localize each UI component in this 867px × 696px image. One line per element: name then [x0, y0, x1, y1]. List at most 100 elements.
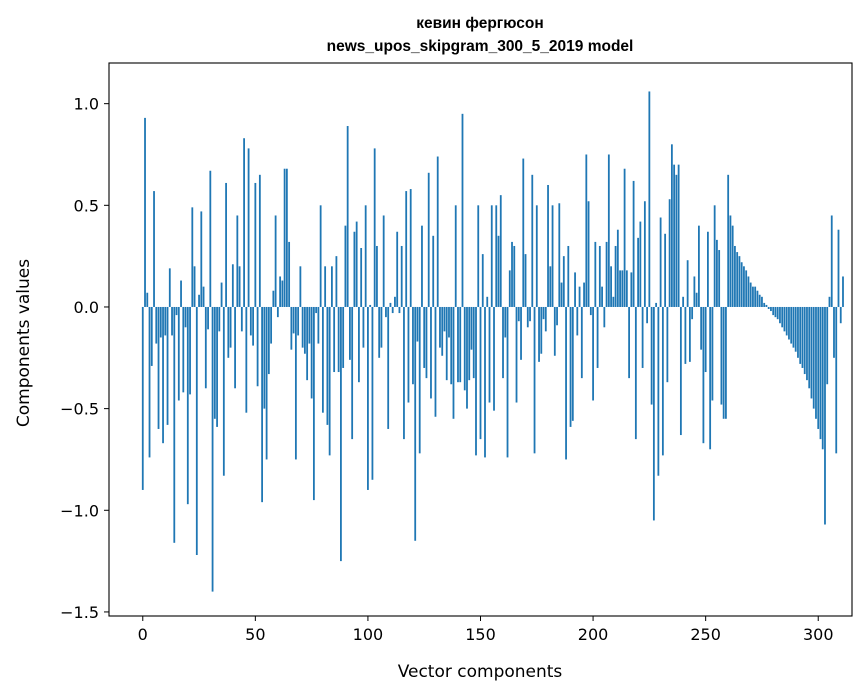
bar [229, 306, 232, 348]
bar [177, 306, 180, 401]
bar [578, 286, 581, 307]
bar [592, 306, 594, 401]
bar [227, 306, 230, 358]
bar [623, 168, 626, 307]
bar [529, 306, 531, 322]
bar [743, 266, 745, 307]
bar [294, 306, 297, 460]
bar [189, 306, 191, 395]
bar [267, 306, 270, 375]
bar [315, 306, 318, 314]
bar [562, 256, 565, 307]
bar [574, 272, 576, 307]
bar [707, 231, 709, 307]
bar [520, 306, 522, 360]
bar [448, 306, 450, 338]
bar [288, 241, 291, 307]
bar [328, 306, 331, 456]
bar [504, 306, 507, 338]
y-tick-label: −0.5 [60, 400, 99, 419]
bar [774, 306, 777, 318]
bar [565, 306, 567, 460]
bar [247, 148, 250, 307]
x-tick-label: 50 [245, 625, 265, 644]
bar [828, 296, 831, 307]
bar [144, 117, 146, 307]
bar [598, 245, 601, 307]
bar [824, 306, 826, 525]
bar [164, 306, 167, 336]
bar [815, 306, 817, 419]
bar [693, 276, 696, 307]
bar [349, 306, 351, 360]
bar [265, 306, 268, 460]
bar [303, 306, 306, 354]
bar [612, 296, 615, 307]
bar [526, 306, 529, 328]
bar [596, 306, 599, 368]
bar [488, 306, 491, 403]
bar [441, 306, 444, 356]
bar [405, 191, 408, 307]
bar [301, 306, 304, 348]
bar [168, 268, 171, 307]
bar [292, 306, 295, 334]
bar [326, 306, 329, 425]
bar [677, 164, 680, 307]
bar [659, 217, 662, 307]
chart-subtitle: news_upos_skipgram_300_5_2019 model [327, 38, 634, 55]
bar [222, 306, 225, 476]
bar [466, 306, 468, 409]
bar [477, 205, 480, 307]
bar [454, 205, 457, 307]
bar [358, 306, 360, 383]
bar [625, 270, 628, 307]
bar [321, 306, 324, 413]
bar [716, 239, 718, 307]
y-tick-label: 0.0 [74, 298, 99, 317]
bar [416, 306, 419, 342]
bar [434, 306, 437, 417]
bar [398, 306, 401, 314]
bar [547, 184, 549, 307]
x-tick-label: 250 [690, 625, 721, 644]
bar [425, 306, 428, 379]
bar [497, 235, 500, 307]
plot-frame [108, 62, 853, 617]
bar [436, 156, 439, 307]
bar [583, 282, 585, 307]
bar [756, 290, 759, 307]
bar [430, 306, 432, 399]
bar [195, 306, 198, 556]
bar [258, 174, 261, 307]
bar [569, 306, 572, 427]
bar [513, 245, 516, 307]
bar [213, 306, 216, 419]
bar [256, 306, 259, 387]
bar [718, 250, 721, 307]
bar [801, 306, 804, 368]
bar [484, 306, 486, 458]
bar [763, 302, 766, 307]
bar [452, 306, 455, 419]
y-axis-label: Components values [14, 259, 34, 427]
bar [648, 91, 651, 307]
bar [283, 168, 286, 307]
bar [531, 174, 534, 307]
bar [346, 126, 349, 307]
bar [806, 306, 808, 381]
bar [522, 158, 525, 307]
bar [725, 306, 727, 419]
bar [549, 266, 552, 307]
bar [722, 306, 725, 419]
bar [261, 306, 263, 503]
bar [279, 276, 282, 307]
bar [770, 306, 772, 312]
bar [380, 306, 383, 348]
bar [225, 182, 227, 307]
bar [842, 276, 844, 307]
bar [790, 306, 793, 344]
bar [166, 306, 169, 425]
bar [479, 306, 482, 440]
